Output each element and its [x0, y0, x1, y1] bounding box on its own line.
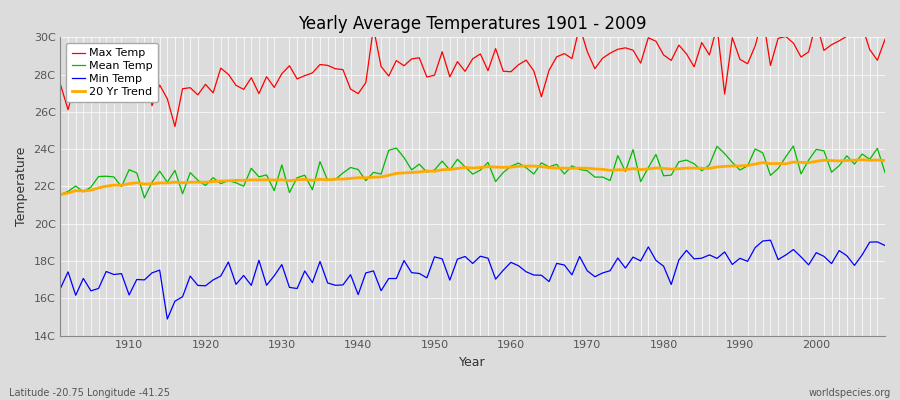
Min Temp: [605, 268, 616, 273]
20 Yr Trend: [597, 167, 608, 172]
Mean Temp: [139, 196, 149, 200]
Mean Temp: [788, 144, 799, 148]
20 Yr Trend: [284, 178, 295, 183]
Max Temp: [116, 81, 127, 86]
Y-axis label: Temperature: Temperature: [15, 147, 28, 226]
20 Yr Trend: [879, 158, 890, 163]
Mean Temp: [506, 164, 517, 169]
Mean Temp: [55, 192, 66, 197]
Mean Temp: [292, 175, 302, 180]
Max Temp: [513, 62, 524, 67]
Min Temp: [765, 238, 776, 242]
Min Temp: [162, 317, 173, 322]
Min Temp: [338, 282, 348, 287]
Min Temp: [292, 286, 302, 291]
Max Temp: [169, 124, 180, 129]
Mean Temp: [879, 170, 890, 175]
Mean Temp: [605, 178, 616, 183]
Min Temp: [55, 286, 66, 291]
X-axis label: Year: Year: [459, 356, 486, 369]
Min Temp: [879, 243, 890, 248]
20 Yr Trend: [116, 183, 127, 188]
Min Temp: [116, 271, 127, 276]
Max Temp: [506, 69, 517, 74]
Max Temp: [338, 67, 348, 72]
20 Yr Trend: [506, 165, 517, 170]
Max Temp: [292, 76, 302, 81]
Line: Mean Temp: Mean Temp: [60, 146, 885, 198]
20 Yr Trend: [498, 165, 508, 170]
20 Yr Trend: [330, 177, 341, 182]
Max Temp: [605, 51, 616, 56]
Title: Yearly Average Temperatures 1901 - 2009: Yearly Average Temperatures 1901 - 2009: [299, 15, 647, 33]
Text: worldspecies.org: worldspecies.org: [809, 388, 891, 398]
Mean Temp: [513, 161, 524, 166]
Legend: Max Temp, Mean Temp, Min Temp, 20 Yr Trend: Max Temp, Mean Temp, Min Temp, 20 Yr Tre…: [66, 43, 158, 102]
Mean Temp: [116, 184, 127, 189]
Line: Min Temp: Min Temp: [60, 240, 885, 319]
20 Yr Trend: [857, 157, 868, 162]
Line: 20 Yr Trend: 20 Yr Trend: [60, 160, 885, 194]
Max Temp: [879, 37, 890, 42]
Max Temp: [55, 82, 66, 87]
Min Temp: [506, 260, 517, 265]
Mean Temp: [338, 170, 348, 175]
Max Temp: [758, 14, 769, 19]
Text: Latitude -20.75 Longitude -41.25: Latitude -20.75 Longitude -41.25: [9, 388, 170, 398]
20 Yr Trend: [55, 192, 66, 197]
Min Temp: [513, 263, 524, 268]
Line: Max Temp: Max Temp: [60, 16, 885, 126]
